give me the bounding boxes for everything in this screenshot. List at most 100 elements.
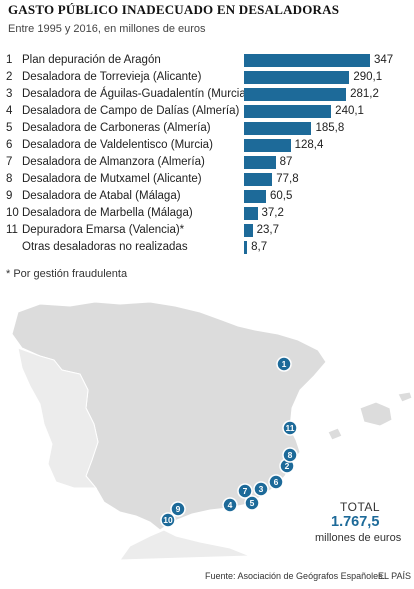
map-marker-number: 8 — [288, 450, 293, 460]
bar — [244, 88, 347, 101]
ibiza-shape — [327, 427, 343, 441]
bar-rank: 2 — [6, 71, 13, 83]
bar-value-label: 281,2 — [350, 88, 379, 100]
map-marker: 9 — [170, 501, 186, 517]
map-marker-number: 5 — [250, 498, 255, 508]
bar-value-label: 77,8 — [276, 173, 299, 185]
bar — [244, 54, 370, 67]
bar-category-label: Desaladora de Almanzora (Almería) — [22, 156, 205, 168]
bar-rank: 8 — [6, 173, 13, 185]
bar-rank: 1 — [6, 54, 13, 66]
bar-category-label: Desaladora de Valdelentisco (Murcia) — [22, 139, 213, 151]
bar-category-label: Desaladora de Mutxamel (Alicante) — [22, 173, 202, 185]
map-marker-number: 1 — [282, 359, 287, 369]
bar — [244, 241, 248, 254]
map-marker: 11 — [282, 420, 298, 436]
chart-title: GASTO PÚBLICO INADECUADO EN DESALADORAS — [8, 2, 340, 17]
morocco-shape — [119, 529, 251, 560]
map-marker: 5 — [244, 495, 260, 511]
map-marker-number: 6 — [274, 477, 279, 487]
chart-subtitle: Entre 1995 y 2016, en millones de euros — [8, 23, 206, 35]
menorca-shape — [397, 391, 413, 403]
bar — [244, 139, 291, 152]
map-marker-number: 7 — [243, 486, 248, 496]
map-marker-number: 4 — [228, 500, 233, 510]
bar-value-label: 290,1 — [353, 71, 383, 83]
map-marker-number: 9 — [176, 504, 181, 514]
bar-category-label: Otras desaladoras no realizadas — [22, 241, 188, 253]
bar-category-label: Desaladora de Marbella (Málaga) — [22, 207, 193, 219]
map-marker-number: 2 — [285, 461, 290, 471]
map-marker-number: 10 — [163, 515, 173, 525]
map-marker: 8 — [282, 447, 298, 463]
bar-row: Otras desaladoras no realizadas 8,7 — [0, 239, 414, 255]
mallorca-shape — [359, 401, 393, 427]
brand-logo: EL PAÍS — [378, 571, 412, 581]
source-note: Fuente: Asociación de Geógrafos Españole… — [205, 571, 386, 581]
bar-category-label: Depuradora Emarsa (Valencia)* — [22, 224, 185, 236]
bar-row: 11 Depuradora Emarsa (Valencia)* 23,7 — [0, 222, 414, 238]
bar — [244, 224, 253, 237]
bar-row: 8 Desaladora de Mutxamel (Alicante) 77,8 — [0, 171, 414, 187]
bar-rank: 6 — [6, 139, 13, 151]
bar-rank: 10 — [6, 207, 19, 219]
map-marker: 3 — [253, 481, 269, 497]
bar-row: 6 Desaladora de Valdelentisco (Murcia) 128… — [0, 137, 414, 153]
bar-value-label: 87 — [279, 156, 293, 168]
bar-row: 5 Desaladora de Carboneras (Almería) 185,8 — [0, 120, 414, 136]
bar-rank: 9 — [6, 190, 13, 202]
bar-row: 10 Desaladora de Marbella (Málaga) 37,2 — [0, 205, 414, 221]
bar-value-label: 23,7 — [256, 224, 279, 236]
bar-value-label: 8,7 — [251, 241, 268, 253]
bar — [244, 173, 273, 186]
bar-category-label: Desaladora de Atabal (Málaga) — [22, 190, 181, 202]
bar-value-label: 185,8 — [315, 122, 345, 134]
map-marker-dot — [268, 474, 284, 490]
map-marker: 7 — [237, 483, 253, 499]
bar — [244, 207, 258, 220]
bar-row: 3 Desaladora de Águilas-Guadalentín (Murc… — [0, 86, 414, 102]
map-marker-dot — [244, 495, 260, 511]
bar-rank: 4 — [6, 105, 13, 117]
bar-rank: 11 — [6, 224, 18, 236]
bar-row: 9 Desaladora de Atabal (Málaga) 60,5 — [0, 188, 414, 204]
bar — [244, 156, 276, 169]
bar-category-label: Desaladora de Torrevieja (Alicante) — [22, 71, 202, 83]
map-marker-dot — [170, 501, 186, 517]
bar-row: 1 Plan depuración de Aragón 347 — [0, 52, 414, 68]
map-marker: 10 — [160, 512, 176, 528]
bar-row: 7 Desaladora de Almanzora (Almería) 87 — [0, 154, 414, 170]
map-marker-dot — [276, 356, 292, 372]
spain-map: 1 2 3 4 5 6 7 8 910 11 — [11, 301, 413, 560]
bar-row: 4 Desaladora de Campo de Dalías (Almería)… — [0, 103, 414, 119]
total-label: TOTAL — [340, 500, 381, 514]
map-marker-number: 11 — [286, 423, 295, 433]
bar-category-label: Plan depuración de Aragón — [22, 54, 161, 66]
bar — [244, 122, 312, 135]
map-marker-dot — [253, 481, 269, 497]
map-marker: 6 — [268, 474, 284, 490]
bar-value-label: 347 — [374, 54, 394, 66]
map-marker: 4 — [222, 497, 238, 513]
total-value: 1.767,5 — [331, 514, 380, 530]
bar — [244, 105, 332, 118]
bar-value-label: 128,4 — [294, 139, 324, 151]
bar-value-label: 240,1 — [335, 105, 364, 117]
bar-category-label: Desaladora de Águilas-Guadalentín (Murci… — [22, 88, 250, 100]
map-marker-dot — [237, 483, 253, 499]
bar-category-label: Desaladora de Carboneras (Almería) — [22, 122, 211, 134]
map-marker-dot — [282, 420, 298, 436]
bar-row: 2 Desaladora de Torrevieja (Alicante) 290,… — [0, 69, 414, 85]
map-marker-number: 3 — [259, 484, 264, 494]
bar-category-label: Desaladora de Campo de Dalías (Almería) — [22, 105, 240, 117]
bar — [244, 190, 266, 203]
total-unit: millones de euros — [315, 532, 402, 544]
bar-value-label: 37,2 — [261, 207, 284, 219]
map-marker: 1 — [276, 356, 292, 372]
bar-rank: 7 — [6, 156, 13, 168]
portugal-shape — [17, 347, 99, 489]
map-marker-dot — [222, 497, 238, 513]
bar-rank: 3 — [6, 88, 13, 100]
bar — [244, 71, 350, 84]
map-marker-dot — [282, 447, 298, 463]
